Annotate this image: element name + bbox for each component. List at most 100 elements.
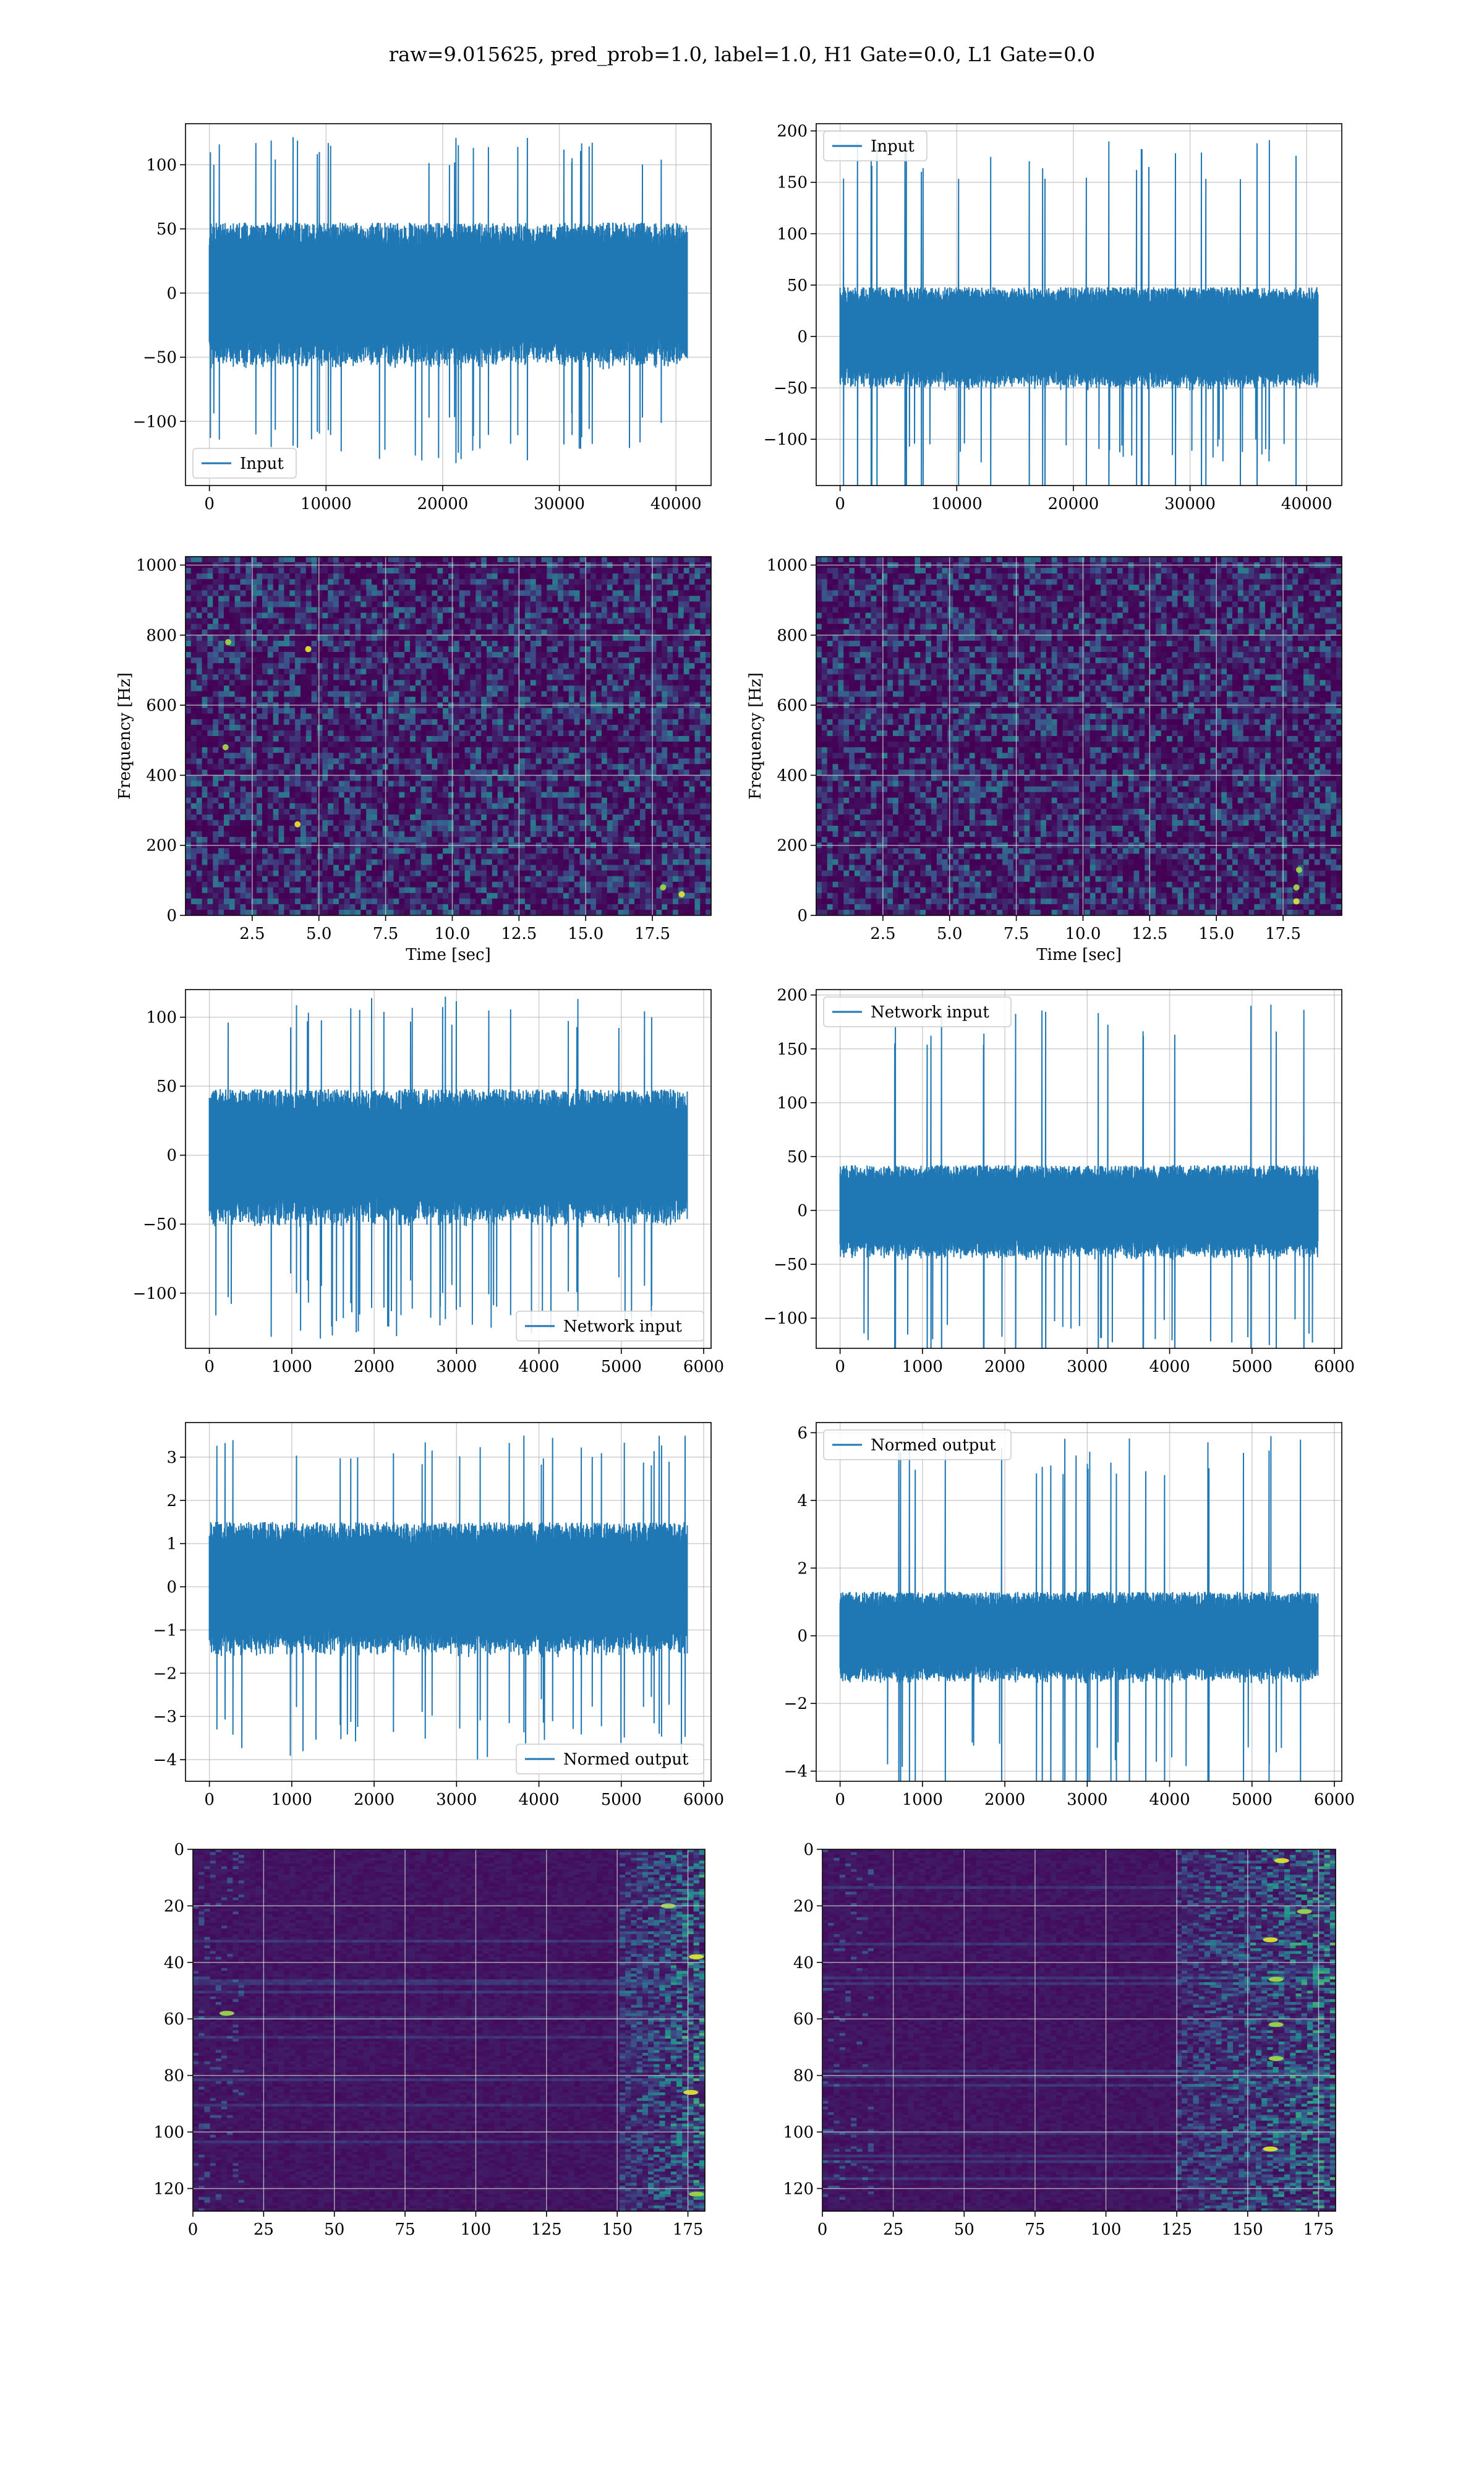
legend-label: Network input: [563, 1317, 682, 1336]
y-tick-label: 0: [166, 1578, 177, 1597]
y-tick-label: 20: [164, 1897, 184, 1915]
hot-spot: [1293, 884, 1300, 891]
x-tick-label: 75: [1025, 2220, 1045, 2239]
y-tick-label: 60: [164, 2010, 184, 2029]
x-tick-label: 4000: [518, 1791, 559, 1809]
y-tick-label: 2: [166, 1492, 177, 1510]
y-tick-label: 50: [787, 1148, 808, 1166]
x-tick-label: 100: [461, 2220, 492, 2239]
x-tick-label: 0: [835, 495, 845, 513]
y-tick-label: −50: [774, 379, 808, 398]
y-tick-label: 6: [797, 1424, 808, 1442]
x-tick-label: 30000: [534, 495, 585, 513]
y-tick-label: −50: [143, 349, 177, 367]
y-tick-label: 100: [783, 2123, 814, 2142]
y-tick-label: −1: [153, 1621, 177, 1640]
axes-frame: [816, 989, 1342, 1349]
y-tick-label: 0: [797, 907, 808, 925]
hot-spot: [1263, 2146, 1278, 2152]
x-tick-label: 175: [673, 2220, 704, 2239]
y-tick-label: 1000: [767, 557, 808, 575]
y-tick-label: 0: [797, 1202, 808, 1220]
y-tick-label: −100: [133, 1285, 177, 1303]
x-axis-label: Time [sec]: [406, 946, 491, 964]
y-tick-label: 800: [777, 627, 808, 645]
panel-norm-h1: 0 1000 2000 3000 4000 5000 6000 −4 −3 −2 −1 0 1 2 3 Nor…: [153, 1422, 724, 1809]
y-tick-label: 800: [146, 627, 177, 645]
x-tick-label: 3000: [1067, 1791, 1107, 1809]
x-tick-label: 0: [835, 1791, 845, 1809]
x-tick-label: 40000: [1281, 495, 1333, 513]
x-tick-label: 125: [1161, 2220, 1192, 2239]
series-line: [208, 137, 688, 463]
x-tick-label: 1000: [902, 1791, 943, 1809]
x-tick-label: 5.0: [306, 925, 331, 943]
panel-raw-l1: 0 10000 20000 30000 40000 −100 −50 0 50 100 150 200…: [764, 122, 1342, 513]
x-tick-label: 100: [1091, 2220, 1122, 2239]
y-tick-label: 3: [166, 1449, 177, 1467]
plot-area: [186, 990, 711, 1348]
y-tick-label: 0: [803, 1841, 814, 1859]
series-line: [839, 1004, 1319, 1348]
plot-area: [186, 557, 711, 915]
y-axis-label: Frequency [Hz]: [746, 672, 765, 800]
x-tick-label: 3000: [436, 1791, 477, 1809]
hot-spot: [1268, 2056, 1284, 2061]
panel-feat-h1: 0 25 50 75 100 125 150 175 0 20 40 60 80 100 120: [153, 1841, 706, 2239]
x-tick-label: 125: [531, 2220, 562, 2239]
hot-spot: [222, 744, 229, 751]
x-tick-label: 5000: [601, 1791, 642, 1809]
x-tick-label: 50: [954, 2220, 974, 2239]
y-tick-label: −4: [784, 1763, 808, 1781]
x-tick-label: 150: [602, 2220, 633, 2239]
hot-spot: [689, 1954, 704, 1959]
x-tick-label: 6000: [683, 1358, 724, 1376]
x-tick-label: 0: [835, 1358, 845, 1376]
x-tick-label: 10000: [931, 495, 983, 513]
panel-raw-h1: 0 10000 20000 30000 40000 −100 −50 0 50 100 Input: [133, 123, 712, 513]
hot-spot: [305, 646, 312, 653]
hot-spot: [225, 639, 232, 646]
plot-area: [193, 1849, 705, 2211]
plot-area: [816, 124, 1342, 486]
axes-frame: [185, 123, 712, 486]
x-tick-label: 7.5: [1004, 925, 1029, 943]
y-tick-label: 4: [797, 1492, 808, 1510]
x-tick-label: 17.5: [1265, 925, 1301, 943]
legend: Network input: [516, 1311, 704, 1342]
x-tick-label: 0: [188, 2220, 198, 2239]
panel-spec-h1: 2.5 5.0 7.5 10.0 12.5 15.0 17.5 0 200 400 600 800 10…: [116, 556, 712, 964]
plot-area: [816, 1423, 1342, 1781]
hot-spot: [660, 884, 667, 891]
y-tick-label: 0: [797, 328, 808, 346]
y-tick-label: 100: [777, 225, 808, 244]
panel-norm-l1: 0 1000 2000 3000 4000 5000 6000 −4 −2 0 2 4 6 Normed …: [784, 1422, 1355, 1809]
y-tick-label: 0: [797, 1627, 808, 1646]
y-tick-label: 150: [777, 174, 808, 192]
legend-label: Input: [871, 137, 915, 156]
y-tick-label: 120: [783, 2180, 814, 2198]
x-tick-label: 15.0: [1198, 925, 1234, 943]
x-tick-label: 3000: [436, 1358, 477, 1376]
panel-net-l1: 0 1000 2000 3000 4000 5000 6000 −100 −50 0 50 100 15…: [764, 987, 1355, 1376]
legend: Normed output: [823, 1429, 1012, 1460]
legend: Input: [192, 448, 297, 479]
y-tick-label: 1000: [136, 557, 177, 575]
y-tick-label: 100: [146, 1009, 177, 1027]
y-tick-label: 50: [156, 220, 177, 239]
hot-spot: [1295, 867, 1302, 873]
x-tick-label: 0: [204, 1358, 215, 1376]
y-tick-label: −2: [784, 1695, 808, 1713]
axes-frame: [185, 989, 712, 1349]
x-tick-label: 6000: [1314, 1791, 1355, 1809]
grid: [816, 557, 1342, 915]
x-tick-label: 2000: [354, 1791, 394, 1809]
legend: Normed output: [516, 1744, 704, 1774]
grid: [186, 557, 711, 915]
x-tick-label: 25: [883, 2220, 903, 2239]
hot-spot: [219, 2011, 234, 2016]
panel-net-h1: 0 1000 2000 3000 4000 5000 6000 −100 −50 0 50 100 Ne…: [133, 989, 724, 1376]
legend: Input: [823, 131, 927, 161]
x-tick-label: 12.5: [1132, 925, 1167, 943]
axes-frame: [816, 1422, 1342, 1782]
